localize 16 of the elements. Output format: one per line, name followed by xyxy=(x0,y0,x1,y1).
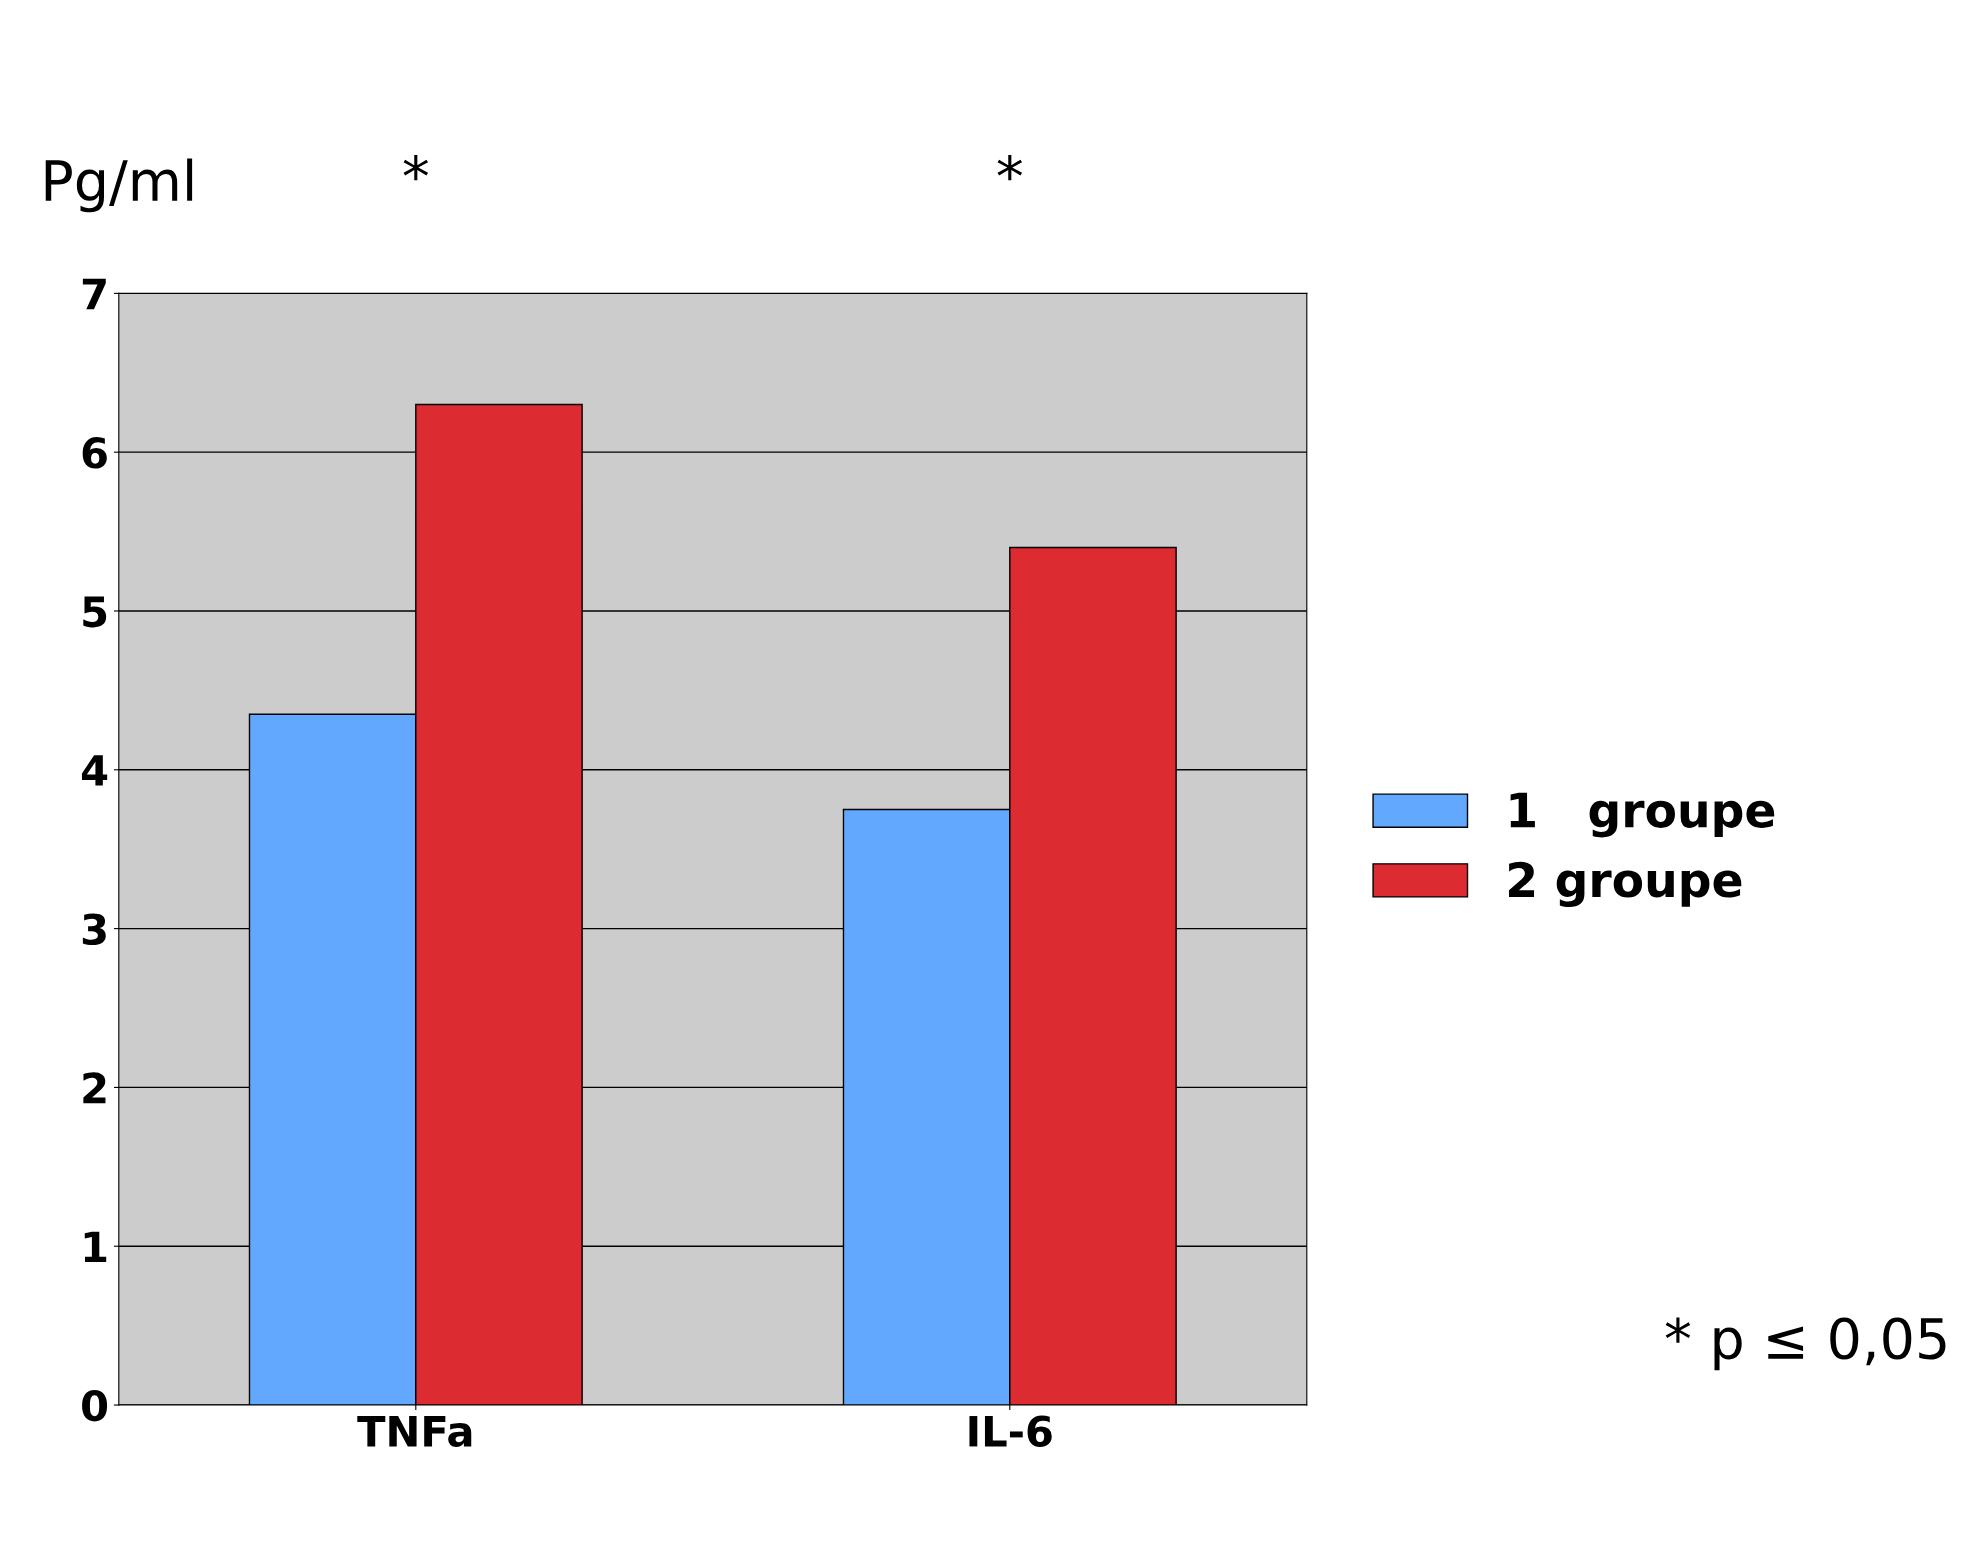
y-tick-label: 5 xyxy=(83,596,107,628)
y-tick-label: 2 xyxy=(83,1072,106,1104)
y-tick-label: 6 xyxy=(82,437,107,469)
y-tick-label: 3 xyxy=(82,913,106,946)
y-tick-label: 4 xyxy=(81,755,108,786)
legend-label: 1 groupe xyxy=(1510,792,1775,838)
x-tick-label: IL-6 xyxy=(969,1415,1052,1448)
text: * p ≤ 0,05 xyxy=(1665,1317,1946,1371)
y-tick-label: 7 xyxy=(82,278,106,310)
legend-label: 2 groupe xyxy=(1509,861,1742,908)
x-tick-label: TNFa xyxy=(357,1416,472,1448)
text: * xyxy=(997,154,1023,181)
y-tick-label: 0 xyxy=(82,1389,108,1422)
y-axis-title: Pg/ml xyxy=(45,158,193,213)
y-tick-label: 1 xyxy=(84,1231,107,1263)
text: * xyxy=(403,154,429,181)
